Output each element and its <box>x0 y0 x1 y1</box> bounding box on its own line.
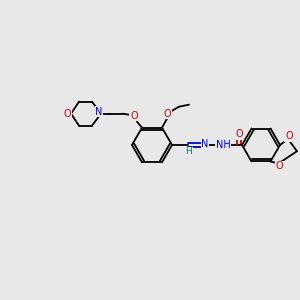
Text: O: O <box>63 109 71 119</box>
Text: O: O <box>285 131 293 141</box>
Text: O: O <box>130 111 138 121</box>
Text: O: O <box>276 161 283 172</box>
Text: N: N <box>201 139 209 149</box>
Text: O: O <box>163 109 171 119</box>
Text: N: N <box>95 107 103 117</box>
Text: NH: NH <box>216 140 230 150</box>
Text: O: O <box>235 129 243 139</box>
Text: H: H <box>186 148 192 157</box>
